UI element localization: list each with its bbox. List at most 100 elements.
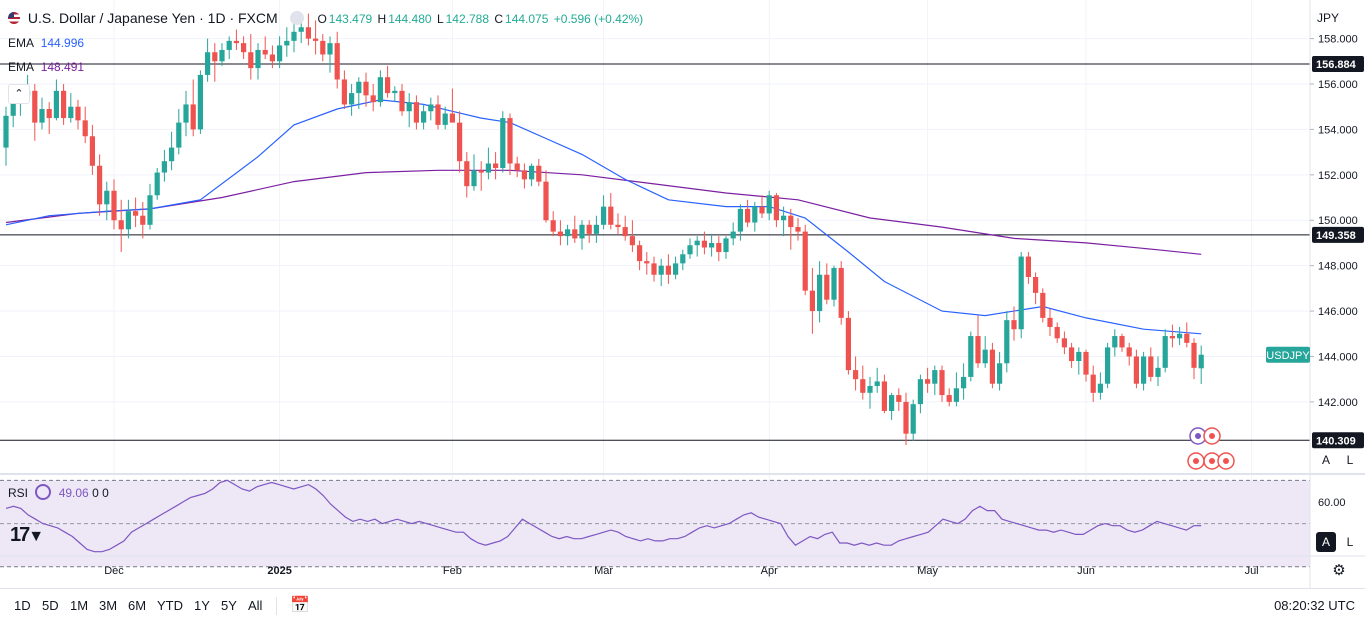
candle-body bbox=[356, 81, 362, 94]
candle-body bbox=[622, 227, 628, 237]
candle-body bbox=[593, 224, 599, 234]
timeframe-1y[interactable]: 1Y bbox=[194, 598, 210, 613]
timeframe-1m[interactable]: 1M bbox=[70, 598, 89, 613]
candle-body bbox=[377, 77, 383, 103]
candle-body bbox=[514, 163, 520, 171]
candle-body bbox=[687, 245, 693, 255]
candle-body bbox=[197, 74, 203, 130]
symbol-title[interactable]: U.S. Dollar / Japanese Yen · 1D · FXCM bbox=[27, 10, 278, 26]
horizontal-line-label: 149.358 bbox=[1316, 230, 1356, 242]
auto-scale-button-rsi[interactable]: A bbox=[1316, 532, 1336, 552]
log-scale-button-rsi[interactable]: L bbox=[1340, 532, 1360, 552]
log-label: L bbox=[1346, 453, 1354, 467]
rsi-settings-icon[interactable] bbox=[35, 484, 52, 500]
currency-button[interactable]: JPY bbox=[1313, 8, 1343, 28]
ema-fast-legend[interactable]: EMA 144.996 bbox=[8, 36, 84, 50]
candles bbox=[3, 13, 1204, 446]
high-value: 144.480 bbox=[388, 12, 432, 26]
candle-body bbox=[550, 220, 556, 232]
candle-body bbox=[255, 49, 261, 69]
candle-body bbox=[853, 370, 859, 380]
candle-body bbox=[615, 224, 621, 228]
rsi-legend[interactable]: RSI 49.06 0 0 bbox=[8, 484, 109, 500]
candle-body bbox=[363, 81, 369, 96]
bottom-toolbar: 1D 5D 1M 3M 6M YTD 1Y 5Y All 📅 08:20:32 … bbox=[0, 588, 1365, 623]
candle-body bbox=[500, 118, 506, 169]
candle-body bbox=[111, 190, 117, 221]
clock[interactable]: 08:20:32 UTC bbox=[1274, 598, 1355, 613]
candle-body bbox=[1112, 336, 1118, 348]
toolbar-divider bbox=[276, 597, 277, 615]
event-icons[interactable] bbox=[1187, 427, 1235, 470]
candle-body bbox=[435, 104, 441, 125]
candle-body bbox=[543, 181, 549, 221]
candle-body bbox=[579, 224, 585, 239]
candle-body bbox=[161, 161, 167, 173]
candle-body bbox=[471, 170, 477, 187]
horizontal-line-badge bbox=[1312, 226, 1364, 243]
candle-body bbox=[874, 381, 880, 386]
timeframe-1d[interactable]: 1D bbox=[14, 598, 31, 613]
gear-icon[interactable]: ⚙ bbox=[1332, 562, 1346, 579]
candle-body bbox=[190, 104, 196, 130]
low-value: 142.788 bbox=[445, 12, 490, 26]
collapse-legend-button[interactable]: ⌃ bbox=[8, 84, 30, 104]
timeframe-5y[interactable]: 5Y bbox=[221, 598, 237, 613]
candle-body bbox=[802, 231, 808, 291]
candle-body bbox=[903, 401, 909, 434]
candle-body bbox=[773, 195, 779, 221]
close-key: C bbox=[494, 12, 504, 26]
log-scale-button-main[interactable]: L bbox=[1340, 450, 1360, 470]
horizontal-lines[interactable]: 156.884 149.358 140.309 bbox=[0, 55, 1364, 449]
timeframe-6m[interactable]: 6M bbox=[128, 598, 147, 613]
candle-body bbox=[219, 49, 225, 62]
symbol-badge-label: USDJPY bbox=[1266, 350, 1310, 362]
candle-body bbox=[673, 263, 679, 275]
rsi-lines bbox=[5, 479, 1202, 553]
time-tick-label: Dec bbox=[104, 565, 124, 577]
candle-body bbox=[507, 118, 513, 164]
price-tick-label: 154.000 bbox=[1318, 124, 1358, 136]
symbol-badge bbox=[1266, 346, 1310, 363]
time-tick-label: Jul bbox=[1245, 565, 1259, 577]
candle-body bbox=[248, 52, 254, 69]
candle-body bbox=[838, 267, 844, 318]
candle-body bbox=[406, 102, 412, 112]
rsi-band bbox=[0, 479, 1310, 568]
candle-body bbox=[305, 27, 311, 39]
candle-body bbox=[104, 190, 110, 205]
us-event-icon-dot bbox=[1193, 458, 1199, 464]
rsi-extra-value-2: 0 bbox=[102, 486, 109, 500]
price-tick-label: 150.000 bbox=[1318, 215, 1358, 227]
candle-body bbox=[1061, 338, 1067, 348]
grid bbox=[0, 0, 1310, 556]
us-flag-icon bbox=[8, 12, 20, 24]
price-tick-label: 146.000 bbox=[1318, 306, 1358, 318]
ema-slow-value: 148.491 bbox=[40, 60, 85, 74]
candle-body bbox=[723, 238, 729, 253]
horizontal-line-label: 140.309 bbox=[1316, 435, 1356, 447]
chevron-up-icon: ⌃ bbox=[14, 88, 24, 100]
timeframe-3m[interactable]: 3M bbox=[99, 598, 118, 613]
candle-body bbox=[370, 95, 376, 103]
candle-body bbox=[1033, 277, 1039, 293]
candle-body bbox=[521, 170, 527, 180]
symbol-legend[interactable]: U.S. Dollar / Japanese Yen · 1D · FXCM O… bbox=[8, 10, 643, 26]
candle-body bbox=[442, 113, 448, 125]
candle-body bbox=[644, 261, 650, 264]
auto-scale-button-main[interactable]: A bbox=[1316, 450, 1336, 470]
date-range-icon[interactable]: 📅 bbox=[290, 597, 310, 614]
candle-body bbox=[781, 215, 787, 221]
timeframe-5d[interactable]: 5D bbox=[42, 598, 59, 613]
candle-body bbox=[745, 208, 751, 223]
candle-body bbox=[932, 370, 938, 384]
candle-body bbox=[449, 113, 455, 123]
candle-body bbox=[658, 265, 664, 275]
timeframe-ytd[interactable]: YTD bbox=[157, 598, 183, 613]
ema-slow-legend[interactable]: EMA 148.491 bbox=[8, 60, 84, 74]
eye-icon[interactable] bbox=[289, 11, 304, 25]
tradingview-logo[interactable]: 17▼ bbox=[10, 524, 44, 546]
timeframe-all[interactable]: All bbox=[248, 598, 263, 613]
